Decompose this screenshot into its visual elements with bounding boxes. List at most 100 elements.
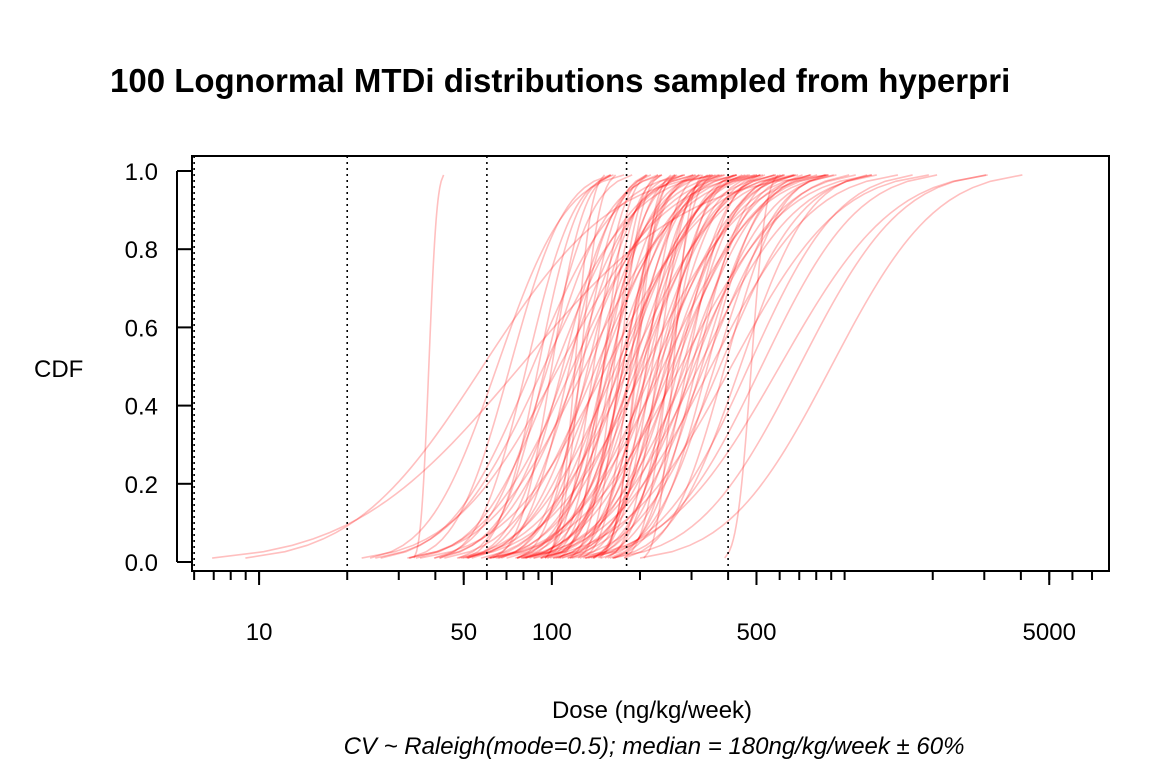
- cdf-curve: [577, 174, 662, 559]
- cdf-curve: [639, 174, 1023, 559]
- cdf-curve: [569, 174, 659, 559]
- x-tick-label: 100: [532, 619, 572, 646]
- x-tick-label: 10: [246, 619, 273, 646]
- cdf-curve: [486, 174, 737, 559]
- cdf-curve: [439, 174, 694, 559]
- cdf-curve: [408, 174, 738, 559]
- cdf-curve: [525, 174, 775, 559]
- cdf-curve: [607, 174, 709, 559]
- cdf-curve: [521, 174, 797, 559]
- x-axis-label: Dose (ng/kg/week): [552, 697, 752, 724]
- cdf-curve: [460, 174, 799, 559]
- cdf-curve: [467, 174, 685, 559]
- cdf-curve: [439, 174, 614, 559]
- cdf-curve: [525, 174, 684, 559]
- cdf-curve: [546, 174, 677, 559]
- cdf-curve: [609, 174, 784, 559]
- cdf-curve: [444, 174, 749, 559]
- cdf-curve: [567, 174, 720, 559]
- cdf-curve: [520, 174, 877, 559]
- cdf-curve: [624, 174, 826, 559]
- cdf-curve: [557, 174, 738, 559]
- cdf-curve: [555, 174, 758, 559]
- cdf-curve: [465, 174, 612, 559]
- cdf-curve: [593, 174, 712, 559]
- cdf-curve: [623, 174, 713, 559]
- y-axis: 0.0 0.2 0.4 0.6 0.8 1.0: [125, 159, 192, 577]
- cdf-curve: [547, 174, 716, 559]
- cdf-curve: [552, 174, 694, 559]
- cdf-curve: [549, 174, 697, 559]
- cdf-curve: [517, 174, 647, 559]
- x-axis: 10 50 100 500 5000: [193, 570, 1094, 646]
- cdf-curve: [590, 174, 766, 559]
- cdf-curve: [540, 174, 647, 559]
- y-tick-label: 0.8: [125, 237, 158, 264]
- cdf-curve: [612, 174, 803, 559]
- cdf-curve: [569, 174, 761, 559]
- cdf-curve: [597, 174, 676, 559]
- cdf-curve: [456, 174, 776, 559]
- cdf-curve: [480, 174, 761, 559]
- cdf-curve: [544, 174, 606, 559]
- y-tick-label: 0.2: [125, 472, 158, 499]
- cdf-curve: [524, 174, 899, 559]
- cdf-curve: [245, 174, 720, 559]
- y-axis-label: CDF: [34, 356, 83, 383]
- cdf-curve: [614, 174, 761, 559]
- cdf-curve: [492, 174, 611, 559]
- cdf-curve: [433, 174, 663, 559]
- y-tick-label: 0.0: [125, 550, 158, 577]
- cdf-curve: [489, 174, 837, 559]
- cdf-curve: [558, 174, 649, 559]
- cdf-curve: [490, 174, 785, 559]
- cdf-curve: [552, 174, 818, 559]
- cdf-curve: [585, 174, 938, 559]
- cdf-curve: [488, 174, 652, 559]
- cdf-curve: [544, 174, 617, 559]
- cdf-curve: [489, 174, 872, 559]
- y-tick-label: 0.4: [125, 394, 158, 421]
- y-tick-label: 0.6: [125, 315, 158, 342]
- cdf-curve: [498, 174, 700, 559]
- cdf-curve: [212, 174, 829, 559]
- cdf-curve: [612, 174, 868, 559]
- cdf-curve: [559, 174, 850, 559]
- cdf-curve: [458, 174, 633, 559]
- cdf-curve: [584, 174, 913, 559]
- y-tick-label: 1.0: [125, 159, 158, 186]
- x-tick-label: 50: [450, 619, 477, 646]
- cdf-curve: [467, 174, 659, 559]
- x-tick-label: 5000: [1023, 619, 1076, 646]
- cdf-curve: [515, 174, 723, 559]
- cdf-curve: [643, 174, 704, 559]
- cdf-curve: [522, 174, 856, 559]
- cdf-curve: [380, 174, 685, 559]
- cdf-curve: [582, 174, 678, 559]
- cdf-curve: [604, 174, 735, 559]
- cdf-curve: [544, 174, 663, 559]
- cdf-curve: [361, 174, 758, 559]
- cdf-curve: [516, 174, 702, 559]
- cdf-curve: [533, 174, 929, 559]
- cdf-curve: [533, 174, 746, 559]
- cdf-curve: [462, 174, 828, 559]
- cdf-curve: [500, 174, 676, 559]
- chart-title: 100 Lognormal MTDi distributions sampled…: [110, 62, 1010, 99]
- cdf-curve: [592, 174, 811, 559]
- cdf-curve: [579, 174, 743, 559]
- cdf-curve: [506, 174, 777, 559]
- cdf-curve: [600, 174, 829, 559]
- cdf-curve: [434, 174, 725, 559]
- cdf-curve: [415, 174, 696, 559]
- cdf-curve: [540, 174, 795, 559]
- cdf-curve: [375, 174, 713, 559]
- cdf-curve: [588, 174, 796, 559]
- cdf-curve: [407, 174, 764, 559]
- cdf-curve: [554, 174, 834, 559]
- cdf-curve: [516, 174, 827, 559]
- cdf-curve: [599, 174, 672, 559]
- cdf-curve: [612, 174, 987, 559]
- curves-layer: [212, 174, 1023, 559]
